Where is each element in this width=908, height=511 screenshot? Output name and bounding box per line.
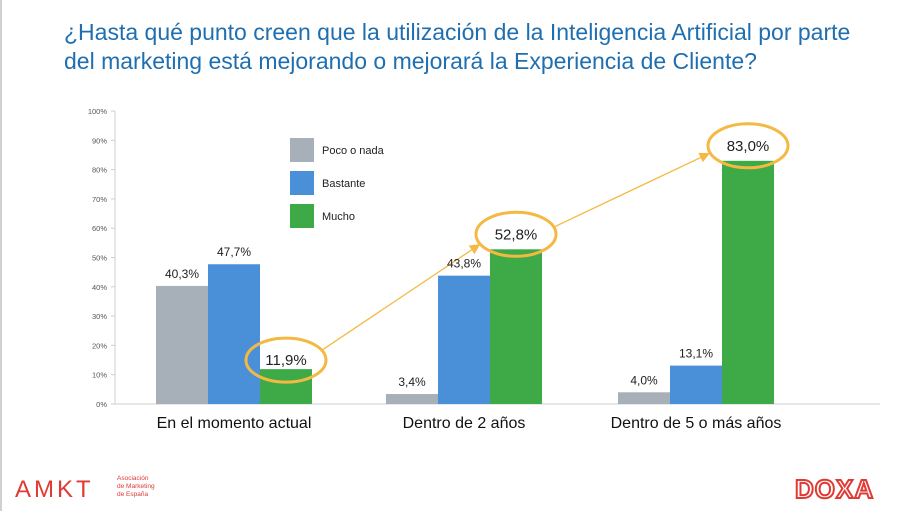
highlight-circle <box>244 336 328 384</box>
x-tick-label: En el momento actual <box>157 415 312 432</box>
highlight-circle <box>474 210 558 258</box>
y-tick-label: 20% <box>92 341 107 350</box>
bar-bastante <box>208 264 260 404</box>
highlight-circle <box>706 122 790 170</box>
data-label: 13,1% <box>679 347 713 361</box>
y-tick-label: 80% <box>92 166 107 175</box>
y-tick-label: 40% <box>92 283 107 292</box>
y-tick-label: 0% <box>96 400 107 409</box>
data-label: 4,0% <box>630 373 658 387</box>
left-edge-line <box>0 0 2 511</box>
y-tick-label: 90% <box>92 136 107 145</box>
y-tick-label: 100% <box>88 107 108 116</box>
bar-mucho <box>260 369 312 404</box>
legend-label: Mucho <box>322 211 355 223</box>
amkt-logo-mark: AMKT <box>15 476 94 500</box>
y-tick-label: 10% <box>92 371 107 380</box>
y-tick-label: 50% <box>92 254 107 263</box>
amkt-logo-subtitle: Asociación de Marketing de España <box>117 475 155 498</box>
amkt-logo-text: AMKT <box>15 476 94 500</box>
legend-swatch <box>290 138 314 162</box>
x-axis-labels: En el momento actual Dentro de 2 años Dent… <box>157 415 782 432</box>
data-label: 11,9% <box>265 352 306 369</box>
y-tick-label: 30% <box>92 312 107 321</box>
legend-swatch <box>290 204 314 228</box>
legend-label: Bastante <box>322 178 365 190</box>
trend-arrow-group <box>322 152 710 351</box>
legend: Poco o nada Bastante Mucho <box>290 138 385 228</box>
legend-swatch <box>290 171 314 195</box>
bar-mucho <box>722 160 774 404</box>
data-label: 40,3% <box>165 267 199 281</box>
bar-bastante <box>670 365 722 404</box>
bar-poco-o-nada <box>156 285 208 404</box>
doxa-logo: DOXA <box>794 473 895 508</box>
legend-label: Poco o nada <box>322 145 385 157</box>
chart-title: ¿Hasta qué punto creen que la utilizació… <box>64 19 851 74</box>
data-label: 47,7% <box>217 245 251 259</box>
data-label: 83,0% <box>727 138 770 155</box>
data-label: 3,4% <box>398 375 426 389</box>
x-tick-label: Dentro de 2 años <box>403 415 526 432</box>
bar-poco-o-nada <box>386 394 438 404</box>
bar-chart: 0%10%20%30%40%50%60%70%80%90%100% 40,3%4… <box>88 107 880 432</box>
x-tick-label: Dentro de 5 o más años <box>611 415 782 432</box>
data-label: 43,8% <box>447 257 481 271</box>
doxa-logo-text: DOXA <box>795 475 874 503</box>
bar-bastante <box>438 275 490 404</box>
y-tick-label: 60% <box>92 224 107 233</box>
bar-poco-o-nada <box>618 392 670 404</box>
value-labels-group: 40,3% 47,7% 11,9% 3,4% 43,8% 52,8% 4,0% 13,1% 83… <box>165 122 790 389</box>
bar-mucho <box>490 249 542 404</box>
trend-arrow <box>554 152 710 228</box>
data-label: 52,8% <box>495 226 538 243</box>
doxa-logo-mark: DOXA <box>794 473 874 505</box>
y-tick-label: 70% <box>92 195 107 204</box>
bars-group <box>156 160 774 404</box>
trend-arrow <box>322 244 481 351</box>
